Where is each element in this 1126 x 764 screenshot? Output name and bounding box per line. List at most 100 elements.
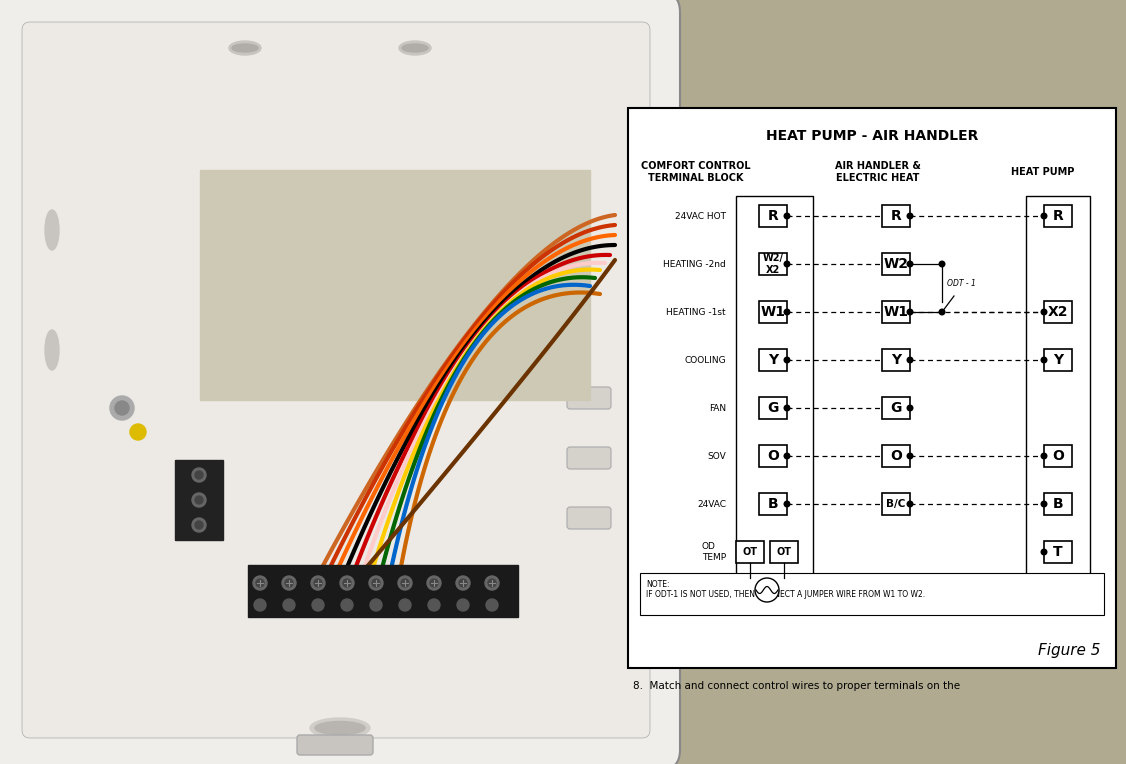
Bar — [882, 253, 910, 275]
Text: ODT - 1: ODT - 1 — [947, 279, 976, 287]
Text: HEAT PUMP: HEAT PUMP — [1011, 167, 1074, 177]
Text: COOLING: COOLING — [685, 355, 726, 364]
Circle shape — [784, 309, 789, 315]
Text: SOV: SOV — [707, 452, 726, 461]
Circle shape — [784, 501, 789, 507]
Bar — [882, 205, 910, 227]
Circle shape — [784, 261, 789, 267]
Bar — [759, 349, 787, 371]
Circle shape — [427, 576, 441, 590]
Text: Figure 5: Figure 5 — [1038, 643, 1101, 658]
Text: OT: OT — [742, 547, 758, 557]
Bar — [759, 397, 787, 419]
Circle shape — [311, 576, 325, 590]
Ellipse shape — [229, 41, 261, 55]
Text: G: G — [891, 401, 902, 415]
Circle shape — [488, 579, 495, 587]
Circle shape — [784, 453, 789, 459]
Bar — [175, 460, 223, 540]
Bar — [1044, 541, 1072, 563]
FancyBboxPatch shape — [23, 22, 650, 738]
Circle shape — [908, 405, 913, 411]
Text: R: R — [1053, 209, 1063, 223]
Circle shape — [312, 599, 324, 611]
Bar — [882, 493, 910, 515]
Circle shape — [1042, 213, 1047, 219]
Text: NOTE:
IF ODT-1 IS NOT USED, THEN CONNECT A JUMPER WIRE FROM W1 TO W2.: NOTE: IF ODT-1 IS NOT USED, THEN CONNECT… — [646, 580, 926, 600]
Circle shape — [369, 576, 383, 590]
Circle shape — [1042, 549, 1047, 555]
Circle shape — [908, 358, 913, 363]
Circle shape — [370, 599, 382, 611]
Bar — [736, 541, 765, 563]
Circle shape — [195, 521, 203, 529]
Circle shape — [115, 401, 129, 415]
Circle shape — [343, 579, 351, 587]
Circle shape — [253, 576, 267, 590]
Text: B/C: B/C — [886, 499, 905, 509]
Circle shape — [195, 496, 203, 504]
Text: W2: W2 — [884, 257, 909, 271]
Circle shape — [428, 599, 440, 611]
Bar — [759, 205, 787, 227]
Text: ELECTRIC HEAT: ELECTRIC HEAT — [837, 173, 920, 183]
Ellipse shape — [45, 330, 59, 370]
Text: R: R — [891, 209, 902, 223]
Text: Y: Y — [768, 353, 778, 367]
Text: R: R — [768, 209, 778, 223]
Text: COMFORT CONTROL: COMFORT CONTROL — [641, 161, 751, 171]
Text: FAN: FAN — [709, 403, 726, 413]
Text: TERMINAL BLOCK: TERMINAL BLOCK — [649, 173, 744, 183]
Text: HEAT PUMP - AIR HANDLER: HEAT PUMP - AIR HANDLER — [766, 129, 978, 143]
Text: O: O — [1052, 449, 1064, 463]
Circle shape — [1042, 453, 1047, 459]
Text: 24VAC HOT: 24VAC HOT — [674, 212, 726, 221]
Bar — [882, 397, 910, 419]
FancyBboxPatch shape — [568, 387, 611, 409]
Bar — [1044, 349, 1072, 371]
Circle shape — [340, 576, 354, 590]
Bar — [736, 196, 813, 586]
Circle shape — [1042, 309, 1047, 315]
Circle shape — [372, 579, 379, 587]
Circle shape — [193, 468, 206, 482]
FancyBboxPatch shape — [568, 447, 611, 469]
Text: Y: Y — [891, 353, 901, 367]
Bar — [759, 301, 787, 323]
Circle shape — [908, 501, 913, 507]
Circle shape — [784, 358, 789, 363]
Bar — [882, 445, 910, 467]
Bar — [1044, 493, 1072, 515]
Circle shape — [282, 576, 296, 590]
Circle shape — [456, 576, 470, 590]
Bar — [759, 445, 787, 467]
Circle shape — [486, 599, 498, 611]
Circle shape — [110, 396, 134, 420]
Bar — [628, 108, 1116, 668]
Bar — [1044, 445, 1072, 467]
Ellipse shape — [315, 721, 365, 734]
Text: Y: Y — [1053, 353, 1063, 367]
Circle shape — [784, 213, 789, 219]
Circle shape — [1042, 501, 1047, 507]
Circle shape — [908, 453, 913, 459]
Bar — [759, 253, 787, 275]
Text: W2/
X2: W2/ X2 — [762, 253, 784, 275]
Text: HEATING -2nd: HEATING -2nd — [663, 260, 726, 268]
Circle shape — [256, 579, 263, 587]
Circle shape — [195, 471, 203, 479]
Circle shape — [1042, 358, 1047, 363]
Bar — [1044, 205, 1072, 227]
Circle shape — [908, 213, 913, 219]
Text: B: B — [1053, 497, 1063, 511]
Ellipse shape — [310, 718, 370, 738]
Circle shape — [314, 579, 322, 587]
Circle shape — [397, 576, 412, 590]
Bar — [882, 349, 910, 371]
Text: 8.  Match and connect control wires to proper terminals on the: 8. Match and connect control wires to pr… — [633, 681, 960, 691]
Bar — [200, 170, 590, 400]
Bar — [759, 493, 787, 515]
Bar — [1026, 196, 1090, 586]
Circle shape — [939, 309, 945, 315]
Bar — [1044, 301, 1072, 323]
